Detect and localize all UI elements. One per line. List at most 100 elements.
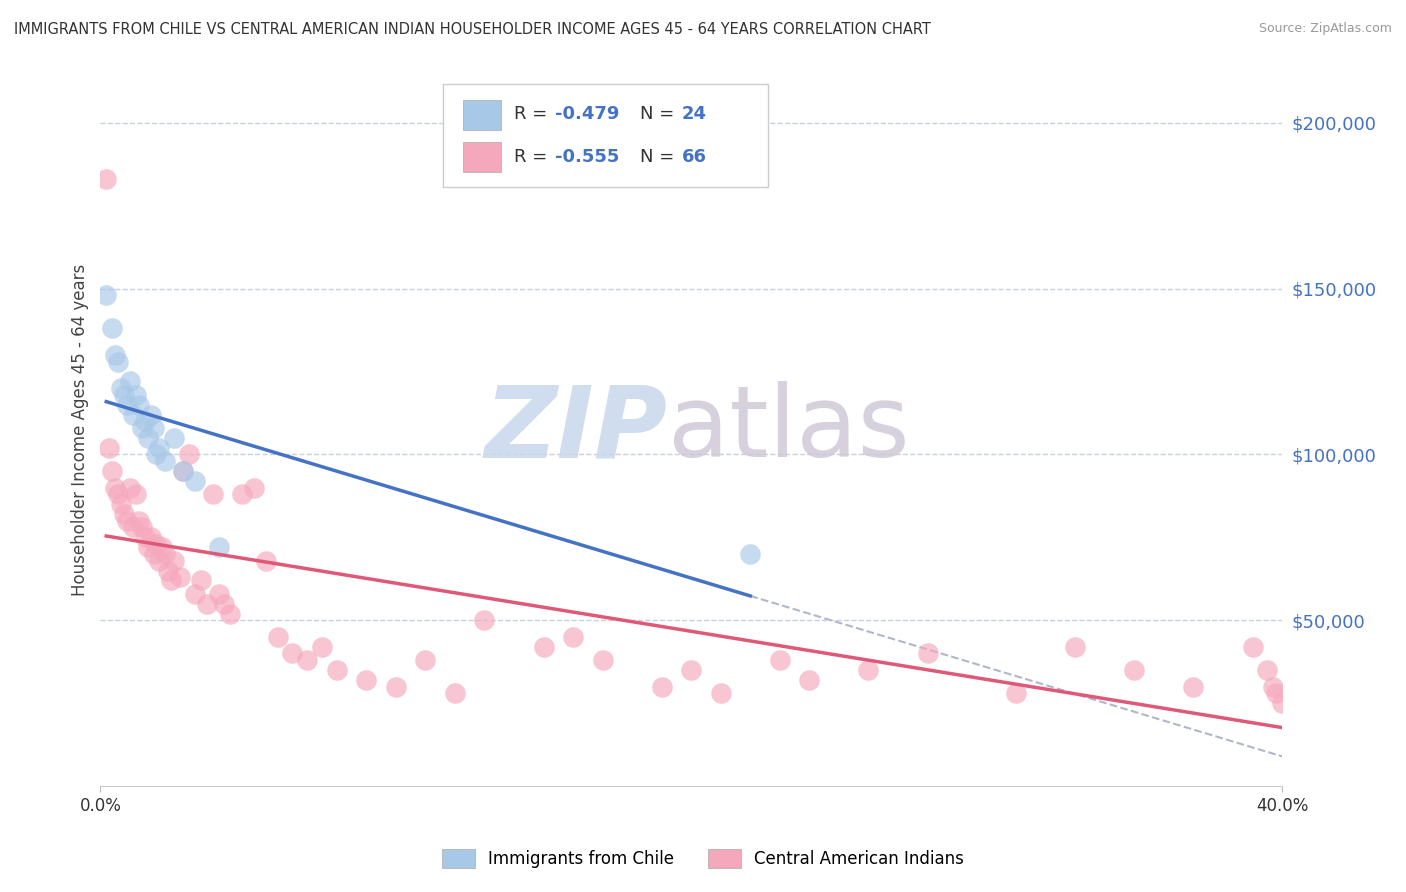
- Point: [474, 613, 496, 627]
- Point: [740, 547, 762, 561]
- Point: [157, 564, 180, 578]
- Point: [134, 414, 156, 428]
- Point: [101, 464, 124, 478]
- Text: 24: 24: [682, 105, 707, 123]
- Point: [115, 514, 138, 528]
- Point: [134, 530, 156, 544]
- Point: [131, 421, 153, 435]
- Point: [128, 398, 150, 412]
- Point: [148, 553, 170, 567]
- Text: ZIP: ZIP: [485, 381, 668, 478]
- Point: [128, 514, 150, 528]
- Point: [172, 464, 194, 478]
- Legend: Immigrants from Chile, Central American Indians: Immigrants from Chile, Central American …: [434, 842, 972, 875]
- Point: [917, 647, 939, 661]
- Point: [96, 172, 118, 186]
- Point: [104, 481, 127, 495]
- Point: [214, 597, 236, 611]
- Point: [96, 288, 118, 302]
- Point: [710, 686, 733, 700]
- Point: [231, 487, 253, 501]
- Point: [1064, 640, 1087, 654]
- FancyBboxPatch shape: [443, 84, 768, 187]
- Point: [142, 421, 165, 435]
- Point: [533, 640, 555, 654]
- Point: [384, 680, 406, 694]
- Point: [125, 487, 148, 501]
- Point: [177, 447, 200, 461]
- Point: [110, 381, 132, 395]
- Point: [266, 630, 288, 644]
- Point: [169, 570, 191, 584]
- Y-axis label: Householder Income Ages 45 - 64 years: Householder Income Ages 45 - 64 years: [72, 263, 89, 596]
- Point: [145, 537, 167, 551]
- Point: [184, 474, 207, 488]
- Point: [207, 541, 229, 555]
- Point: [858, 663, 880, 677]
- Point: [281, 647, 304, 661]
- Point: [139, 408, 162, 422]
- Point: [150, 541, 173, 555]
- Point: [295, 653, 318, 667]
- Point: [101, 321, 124, 335]
- Point: [139, 530, 162, 544]
- Point: [131, 520, 153, 534]
- Point: [118, 481, 141, 495]
- Point: [207, 587, 229, 601]
- Text: Source: ZipAtlas.com: Source: ZipAtlas.com: [1258, 22, 1392, 36]
- Point: [110, 497, 132, 511]
- Text: R =: R =: [515, 147, 553, 166]
- Text: atlas: atlas: [668, 381, 910, 478]
- Point: [112, 388, 135, 402]
- Point: [1263, 680, 1285, 694]
- Point: [121, 408, 143, 422]
- Point: [415, 653, 437, 667]
- FancyBboxPatch shape: [463, 100, 501, 130]
- Point: [1241, 640, 1264, 654]
- Point: [104, 348, 127, 362]
- Point: [155, 547, 177, 561]
- Point: [163, 431, 186, 445]
- Point: [592, 653, 614, 667]
- Text: IMMIGRANTS FROM CHILE VS CENTRAL AMERICAN INDIAN HOUSEHOLDER INCOME AGES 45 - 64: IMMIGRANTS FROM CHILE VS CENTRAL AMERICA…: [14, 22, 931, 37]
- Point: [325, 663, 347, 677]
- Point: [651, 680, 673, 694]
- Point: [311, 640, 333, 654]
- Point: [201, 487, 224, 501]
- Point: [1005, 686, 1028, 700]
- Point: [155, 454, 177, 468]
- Point: [148, 441, 170, 455]
- FancyBboxPatch shape: [463, 143, 501, 172]
- Point: [190, 574, 212, 588]
- Point: [107, 354, 129, 368]
- Point: [184, 587, 207, 601]
- Text: R =: R =: [515, 105, 553, 123]
- Point: [172, 464, 194, 478]
- Point: [562, 630, 585, 644]
- Point: [444, 686, 467, 700]
- Point: [243, 481, 266, 495]
- Point: [112, 507, 135, 521]
- Point: [769, 653, 792, 667]
- Point: [1256, 663, 1278, 677]
- Text: 66: 66: [682, 147, 707, 166]
- Point: [115, 398, 138, 412]
- Point: [195, 597, 218, 611]
- Point: [142, 547, 165, 561]
- Point: [681, 663, 703, 677]
- Point: [136, 431, 159, 445]
- Point: [145, 447, 167, 461]
- Point: [1271, 696, 1294, 710]
- Point: [160, 574, 183, 588]
- Point: [107, 487, 129, 501]
- Point: [1123, 663, 1146, 677]
- Point: [118, 375, 141, 389]
- Point: [125, 388, 148, 402]
- Text: N =: N =: [640, 105, 681, 123]
- Text: -0.555: -0.555: [555, 147, 620, 166]
- Point: [1182, 680, 1205, 694]
- Text: N =: N =: [640, 147, 681, 166]
- Point: [121, 520, 143, 534]
- Point: [136, 541, 159, 555]
- Text: -0.479: -0.479: [555, 105, 620, 123]
